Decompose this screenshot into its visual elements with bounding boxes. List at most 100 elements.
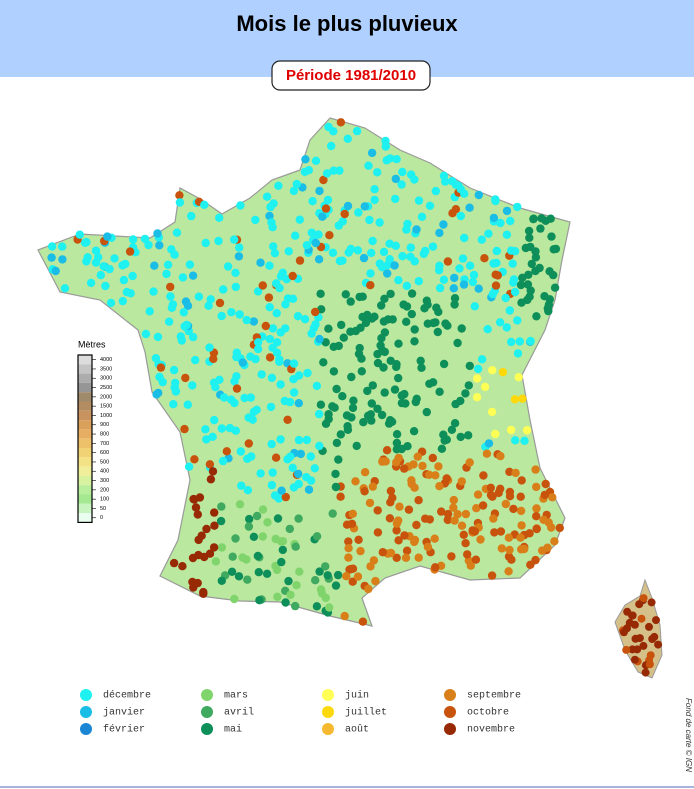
station-dot	[315, 567, 324, 576]
elevation-swatch	[78, 494, 92, 504]
station-dot	[450, 300, 459, 309]
station-dot	[245, 514, 254, 524]
station-dot	[366, 269, 375, 278]
station-dot	[366, 410, 375, 419]
legend-swatch	[80, 706, 92, 718]
station-dot	[311, 307, 320, 317]
elevation-swatch	[78, 392, 92, 402]
station-dot	[343, 201, 353, 211]
elevation-tick-label: 800	[100, 432, 109, 438]
legend-swatch	[201, 723, 213, 735]
station-dot	[312, 602, 322, 611]
station-dot	[201, 238, 210, 248]
station-dot	[501, 499, 510, 509]
station-dot	[249, 532, 259, 541]
station-dot	[155, 241, 164, 250]
station-dot	[201, 425, 210, 434]
elevation-swatch	[78, 485, 92, 495]
station-dot	[394, 536, 403, 545]
station-dot	[285, 397, 295, 407]
station-dot	[193, 578, 202, 588]
station-dot	[514, 373, 523, 382]
station-dot	[540, 490, 549, 500]
station-dot	[400, 389, 409, 399]
station-dot	[206, 475, 216, 484]
station-dot	[373, 506, 382, 515]
station-dot	[457, 477, 466, 486]
station-dot	[505, 306, 514, 315]
station-dot	[449, 503, 458, 512]
station-dot	[332, 384, 341, 394]
station-dot	[270, 249, 280, 258]
station-dot	[510, 287, 520, 297]
period-box	[271, 60, 431, 91]
station-dot	[364, 161, 373, 170]
station-dot	[293, 312, 303, 321]
station-dot	[284, 576, 293, 586]
station-dot	[450, 419, 460, 428]
station-dot	[265, 211, 274, 221]
station-dot	[373, 528, 383, 537]
station-dot	[645, 622, 653, 631]
station-dot	[325, 603, 334, 612]
elevation-tick-label: 200	[100, 487, 109, 493]
station-dot	[125, 247, 135, 256]
station-dot	[169, 558, 179, 568]
station-dot	[376, 341, 385, 350]
station-dot	[261, 321, 270, 331]
station-dot	[403, 219, 412, 229]
station-dot	[390, 261, 399, 270]
station-dot	[295, 256, 305, 265]
station-dot	[312, 532, 322, 541]
station-dot	[316, 400, 326, 409]
station-dot	[343, 134, 352, 143]
station-dot	[294, 435, 304, 445]
legend-label: décembre	[103, 690, 151, 702]
title: Mois le plus pluvieux	[236, 11, 458, 36]
station-dot	[231, 268, 240, 277]
station-dot	[177, 336, 186, 345]
station-dot	[289, 186, 299, 196]
station-dot	[243, 486, 253, 495]
station-dot	[312, 381, 322, 391]
station-dot	[377, 301, 386, 310]
legend-swatch	[444, 689, 456, 701]
station-dot	[324, 324, 333, 333]
station-dot	[268, 324, 278, 333]
station-dot	[126, 289, 135, 298]
station-dot	[341, 290, 350, 299]
station-dot	[422, 296, 431, 305]
station-dot	[439, 359, 449, 369]
station-dot	[551, 244, 561, 254]
station-dot	[368, 381, 377, 390]
station-dot	[421, 514, 430, 523]
station-dot	[463, 550, 472, 559]
station-dot	[315, 441, 324, 451]
station-dot	[539, 515, 548, 524]
station-dot	[366, 281, 375, 290]
station-dot	[342, 411, 352, 420]
station-dot	[352, 126, 362, 136]
station-dot	[276, 380, 285, 389]
elevation-tick-label: 3500	[100, 366, 112, 372]
station-dot	[392, 519, 402, 528]
station-dot	[236, 447, 245, 456]
station-dot	[291, 231, 300, 240]
station-dot	[496, 527, 506, 536]
station-dot	[344, 544, 353, 553]
station-dot	[329, 166, 338, 175]
elevation-tick-label: 700	[100, 441, 109, 447]
station-dot	[145, 307, 154, 316]
station-dot	[464, 431, 473, 440]
station-dot	[235, 243, 244, 252]
station-dot	[516, 506, 526, 516]
elevation-swatch	[78, 438, 92, 448]
elevation-tick-label: 0	[100, 515, 103, 521]
station-dot	[484, 229, 493, 238]
station-dot	[208, 467, 218, 476]
station-dot	[353, 246, 363, 255]
station-dot	[265, 334, 275, 344]
station-dot	[302, 473, 311, 482]
station-dot	[482, 449, 492, 458]
station-dot	[472, 393, 482, 402]
